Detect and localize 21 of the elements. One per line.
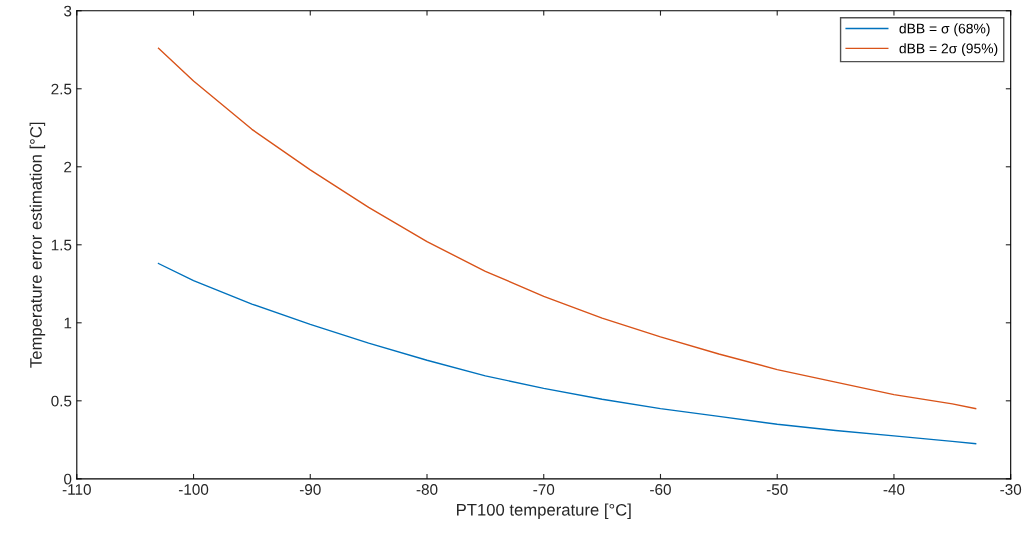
y-tick-label: 0.5 xyxy=(51,395,72,407)
x-axis-title: PT100 temperature [°C] xyxy=(457,503,631,520)
y-tick-label: 3 xyxy=(64,5,72,17)
y-tick-label: 2.5 xyxy=(51,83,72,95)
x-tick-label: -90 xyxy=(299,484,321,495)
y-tick-label: 1.5 xyxy=(51,239,72,251)
y-tick-label: 0 xyxy=(64,473,72,485)
y-axis-title: Temperature error estimation [°C] xyxy=(29,122,46,368)
x-tick-label: -110 xyxy=(62,484,91,495)
legend-label: dBB = σ (68%) xyxy=(899,23,990,37)
x-tick-label: -80 xyxy=(416,484,438,495)
legend-label: dBB = 2σ (95%) xyxy=(899,43,998,57)
line-series xyxy=(157,262,977,445)
x-tick-label: -40 xyxy=(883,484,905,495)
x-tick-label: -30 xyxy=(1000,484,1022,495)
x-tick-label: -60 xyxy=(650,484,671,495)
y-tick-label: 2 xyxy=(64,161,72,173)
x-tick-label: -100 xyxy=(178,484,209,495)
x-tick-label: -70 xyxy=(533,484,555,495)
y-tick-label: 1 xyxy=(64,317,72,329)
x-tick-label: -50 xyxy=(766,484,788,495)
